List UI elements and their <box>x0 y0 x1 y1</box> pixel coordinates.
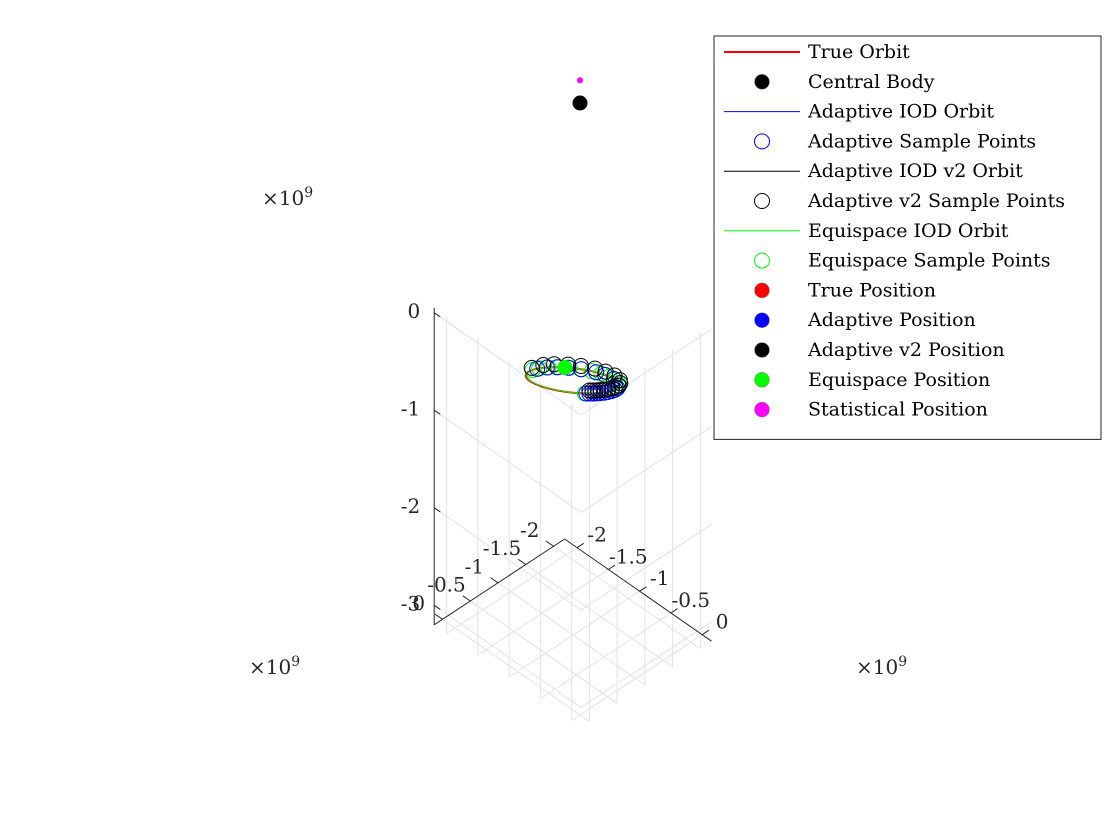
y-tick <box>639 586 647 592</box>
legend-label: Adaptive v2 Sample Points <box>807 190 1065 212</box>
grid-line-y <box>508 590 640 678</box>
z-multiplier-label: ×109 <box>262 185 313 210</box>
x-tick-label: -1.5 <box>483 536 522 560</box>
x-tick <box>490 577 499 584</box>
z-tick <box>433 312 441 318</box>
legend-label: Equispace Sample Points <box>808 250 1051 272</box>
grid-line-z <box>433 409 582 513</box>
statistical-position-marker <box>577 77 583 84</box>
legend-label: Equispace IOD Orbit <box>808 220 1009 242</box>
z-tick <box>433 409 441 415</box>
x-tick-label: -0.5 <box>427 573 466 597</box>
x-tick <box>518 558 527 565</box>
z-tick-label: -3 <box>401 591 420 615</box>
z-tick-label: -1 <box>401 396 420 420</box>
legend-label: True Position <box>808 279 936 301</box>
adaptive-sample-point <box>609 380 626 397</box>
central-body-marker <box>572 95 588 111</box>
legend-ring-swatch <box>754 133 770 150</box>
adaptive-v2-sample-point <box>610 377 627 394</box>
adaptive-v2-sample-point <box>584 382 601 399</box>
grid-line-z <box>580 621 712 708</box>
y-tick-label: -1 <box>650 566 669 590</box>
adaptive-v2-sample-point <box>597 363 614 380</box>
x-tick <box>434 613 443 620</box>
legend-label: Adaptive IOD v2 Orbit <box>807 160 1023 182</box>
legend: True Orbit Central Body Adaptive IOD Orbit… <box>713 35 1102 440</box>
legend-ring-swatch <box>754 193 770 209</box>
legend-label: Central Body <box>808 71 935 93</box>
y-tick <box>670 608 678 614</box>
grid-layer <box>433 312 712 722</box>
multiplier-exponent: 9 <box>898 654 907 670</box>
y-tick <box>576 542 585 549</box>
y-tick-label: -2 <box>587 523 606 547</box>
grid-line-z <box>433 312 582 416</box>
y-tick <box>701 629 710 636</box>
legend-dot-swatch <box>754 372 770 388</box>
grid-line-x <box>553 545 701 649</box>
grid-line-y <box>571 634 703 721</box>
grid-line-y <box>477 569 609 656</box>
legend-label: Adaptive Position <box>807 309 976 331</box>
grid-line-x <box>442 618 590 722</box>
adaptive-v2-sample-point <box>573 358 589 374</box>
x-tick-label: -1 <box>465 554 484 578</box>
axis-layer: 0-0.5-1-1.5-20-0.5-1-1.5-20-1-2-3×109×10… <box>249 185 907 679</box>
legend-label: Equispace Position <box>808 369 990 391</box>
z-tick-label: -2 <box>401 494 420 518</box>
x-tick <box>462 595 471 602</box>
grid-line-z <box>580 328 712 416</box>
adaptive-v2-sample-point <box>606 367 623 384</box>
adaptive-v2-sample-point <box>535 357 552 373</box>
grid-line-x <box>470 600 618 704</box>
y-tick-label: -1.5 <box>609 544 648 568</box>
legend-box <box>713 35 1102 440</box>
grid-line-z <box>580 523 712 611</box>
x-axis-line <box>433 538 565 626</box>
grid-line-x <box>525 564 673 668</box>
y-axis-line <box>564 538 712 642</box>
x-tick-label: -2 <box>520 518 539 542</box>
z-tick-label: 0 <box>407 299 420 323</box>
grid-line-z <box>433 604 582 708</box>
y-tick <box>608 564 616 570</box>
y-multiplier-label: ×109 <box>249 654 300 679</box>
legend-label: True Orbit <box>808 41 910 63</box>
adaptive-v2-sample-point <box>611 372 628 389</box>
legend-dot-swatch <box>754 401 770 418</box>
equispace-position-marker <box>557 360 573 375</box>
legend-label: Adaptive Sample Points <box>807 130 1036 152</box>
grid-line-y <box>446 547 578 634</box>
z-tick <box>433 604 441 610</box>
legend-dot-swatch <box>754 282 770 299</box>
adaptive-v2-sample-point <box>586 360 603 377</box>
legend-label: Adaptive IOD Orbit <box>807 101 994 123</box>
legend-dot-swatch <box>754 312 770 328</box>
multiplier-exponent: 9 <box>291 654 300 670</box>
legend-label: Statistical Position <box>808 399 988 421</box>
adaptive-v2-sample-point <box>523 359 540 376</box>
x-tick <box>545 540 554 547</box>
multiplier-base: ×10 <box>856 655 898 679</box>
legend-label: Adaptive v2 Position <box>807 339 1005 361</box>
multiplier-exponent: 9 <box>304 185 313 201</box>
sample-points-layer <box>523 77 629 402</box>
y-tick-label: -0.5 <box>672 588 711 612</box>
legend-dot-swatch <box>754 342 770 358</box>
grid-line-y <box>540 612 672 700</box>
x-tick-label: 0 <box>412 591 425 615</box>
y-tick-label: 0 <box>716 610 729 634</box>
legend-dot-swatch <box>754 74 770 90</box>
legend-ring-swatch <box>754 252 770 269</box>
x-multiplier-label: ×109 <box>856 654 907 679</box>
grid-line-z <box>580 426 712 513</box>
grid-line-z <box>433 507 582 611</box>
multiplier-base: ×10 <box>262 186 304 210</box>
multiplier-base: ×10 <box>249 655 291 679</box>
z-tick <box>433 507 441 513</box>
